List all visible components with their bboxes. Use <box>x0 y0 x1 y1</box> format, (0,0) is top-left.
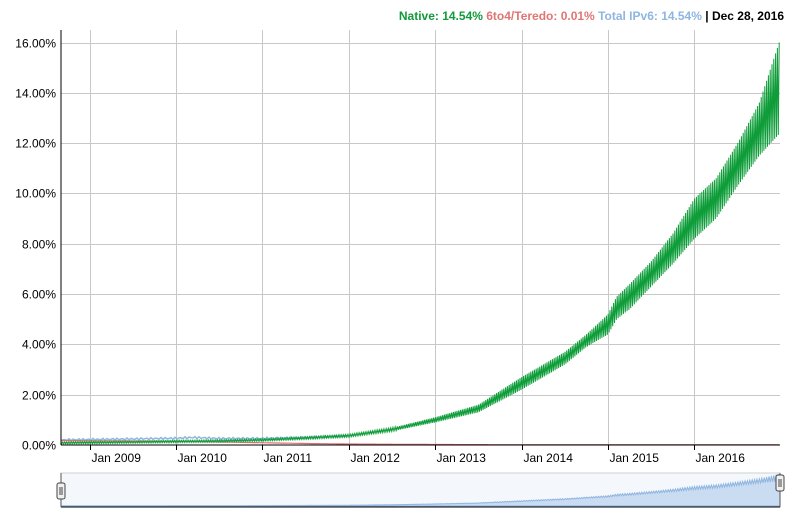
y-tick-label-6: 12.00% <box>15 137 56 151</box>
y-tick-label-7: 14.00% <box>15 87 56 101</box>
grid-lines <box>61 30 780 450</box>
left-handle-grip[interactable] <box>56 482 66 500</box>
navigator-overview-area <box>60 474 781 507</box>
y-tick-label-2: 4.00% <box>22 338 56 352</box>
x-tick-label-3: Jan 2012 <box>351 451 401 465</box>
legend-total: Total IPv6: 14.54% <box>598 9 702 23</box>
y-tick-labels: 0.00% 2.00% 4.00% 6.00% 8.00% 10.00% 12.00% 14.… <box>15 37 56 453</box>
y-tick-label-0: 0.00% <box>22 439 56 453</box>
x-tick-label-5: Jan 2014 <box>524 451 574 465</box>
y-tick-label-5: 10.00% <box>15 187 56 201</box>
chart-legend: Native: 14.54% 6to4/Teredo: 0.01% Total … <box>399 9 784 23</box>
series-native-line <box>60 42 780 445</box>
navigator-left-handle[interactable] <box>56 473 66 507</box>
x-tick-label-2: Jan 2011 <box>264 451 313 465</box>
legend-native: Native: 14.54% <box>398 9 483 23</box>
right-handle-grip[interactable] <box>775 474 785 492</box>
x-tick-label-6: Jan 2015 <box>610 451 660 465</box>
legend-separator: | <box>701 9 712 23</box>
x-tick-label-0: Jan 2009 <box>92 451 142 465</box>
x-tick-labels: Jan 2009 Jan 2010 Jan 2011 Jan 2012 Jan 2013… <box>92 451 746 465</box>
y-tick-label-4: 8.00% <box>22 238 56 252</box>
legend-date: Dec 28, 2016 <box>711 9 784 23</box>
x-tick-label-1: Jan 2010 <box>178 451 228 465</box>
y-tick-label-3: 6.00% <box>22 288 56 302</box>
axes <box>60 30 780 446</box>
x-tick-label-4: Jan 2013 <box>437 451 487 465</box>
series-layer <box>60 42 780 446</box>
x-tick-label-7: Jan 2016 <box>696 451 746 465</box>
legend-teredo: 6to4/Teredo: 0.01% <box>486 9 595 23</box>
navigator-right-handle[interactable] <box>775 473 785 507</box>
y-tick-label-8: 16.00% <box>15 37 56 51</box>
range-navigator[interactable] <box>56 472 785 508</box>
y-tick-label-1: 2.00% <box>22 389 56 403</box>
